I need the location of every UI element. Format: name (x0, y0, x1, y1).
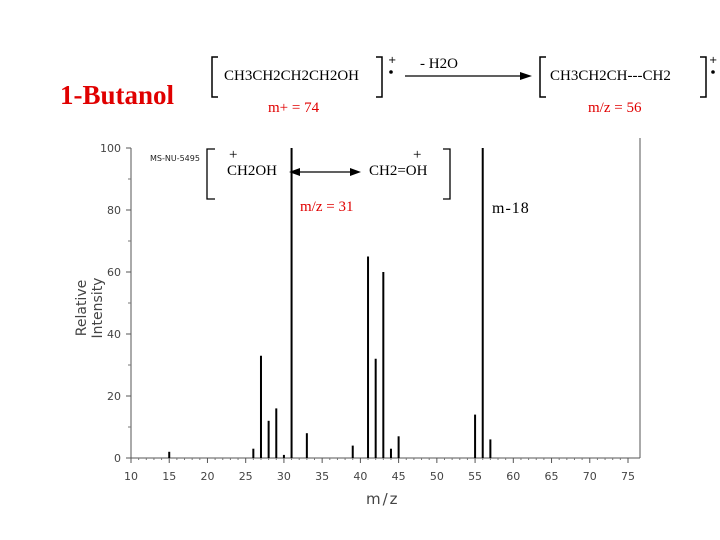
svg-text:+: + (388, 55, 396, 66)
y-tick-label: 60 (107, 266, 121, 279)
reaction-scheme: + + CH3CH2CH2CH2OH m+ = 74 - H2O CH3CH2C… (0, 0, 720, 130)
fragment-inset: + CH2OH + CH2=OH (205, 145, 455, 205)
reactant-formula: CH3CH2CH2CH2OH (224, 68, 360, 84)
x-tick-label: 20 (200, 470, 214, 483)
compound-title: 1-Butanol (60, 80, 175, 110)
y-tick-label: 40 (107, 328, 121, 341)
product-mass-label: m/z = 56 (588, 100, 642, 116)
x-tick-label: 50 (430, 470, 444, 483)
fragment-left-formula: CH2OH (227, 163, 278, 179)
fragment-charge-left: + (229, 147, 238, 163)
x-tick-label: 75 (621, 470, 635, 483)
x-tick-label: 60 (506, 470, 520, 483)
x-tick-label: 40 (353, 470, 367, 483)
spectrum-id: MS-NU-5495 (150, 154, 200, 163)
y-tick-label: 0 (114, 452, 121, 465)
y-tick-label: 20 (107, 390, 121, 403)
x-tick-label: 45 (392, 470, 406, 483)
reactant-mass-label: m+ = 74 (268, 100, 320, 116)
product-formula: CH3CH2CH---CH2 (550, 68, 671, 84)
fragment-brackets (206, 148, 451, 200)
y-axis-label: Relative Intensity (74, 277, 106, 339)
x-tick-label: 65 (545, 470, 559, 483)
x-tick-label: 15 (162, 470, 176, 483)
x-tick-label: 35 (315, 470, 329, 483)
fragment-mass-label: m/z = 31 (300, 199, 354, 215)
svg-text:+: + (709, 55, 717, 66)
y-tick-label: 80 (107, 204, 121, 217)
x-axis-label: m/z (366, 490, 400, 508)
reaction-brackets: + + (211, 55, 717, 98)
x-tick-label: 70 (583, 470, 597, 483)
fragment-right-formula: CH2=OH (369, 163, 428, 179)
x-tick-label: 25 (239, 470, 253, 483)
x-tick-label: 30 (277, 470, 291, 483)
m-18-annotation: m-18 (492, 200, 530, 217)
x-tick-label: 10 (124, 470, 138, 483)
y-tick-label: 100 (100, 142, 121, 155)
water-loss-label: - H2O (420, 56, 458, 72)
fragment-charge-right: + (413, 147, 422, 163)
x-tick-label: 55 (468, 470, 482, 483)
